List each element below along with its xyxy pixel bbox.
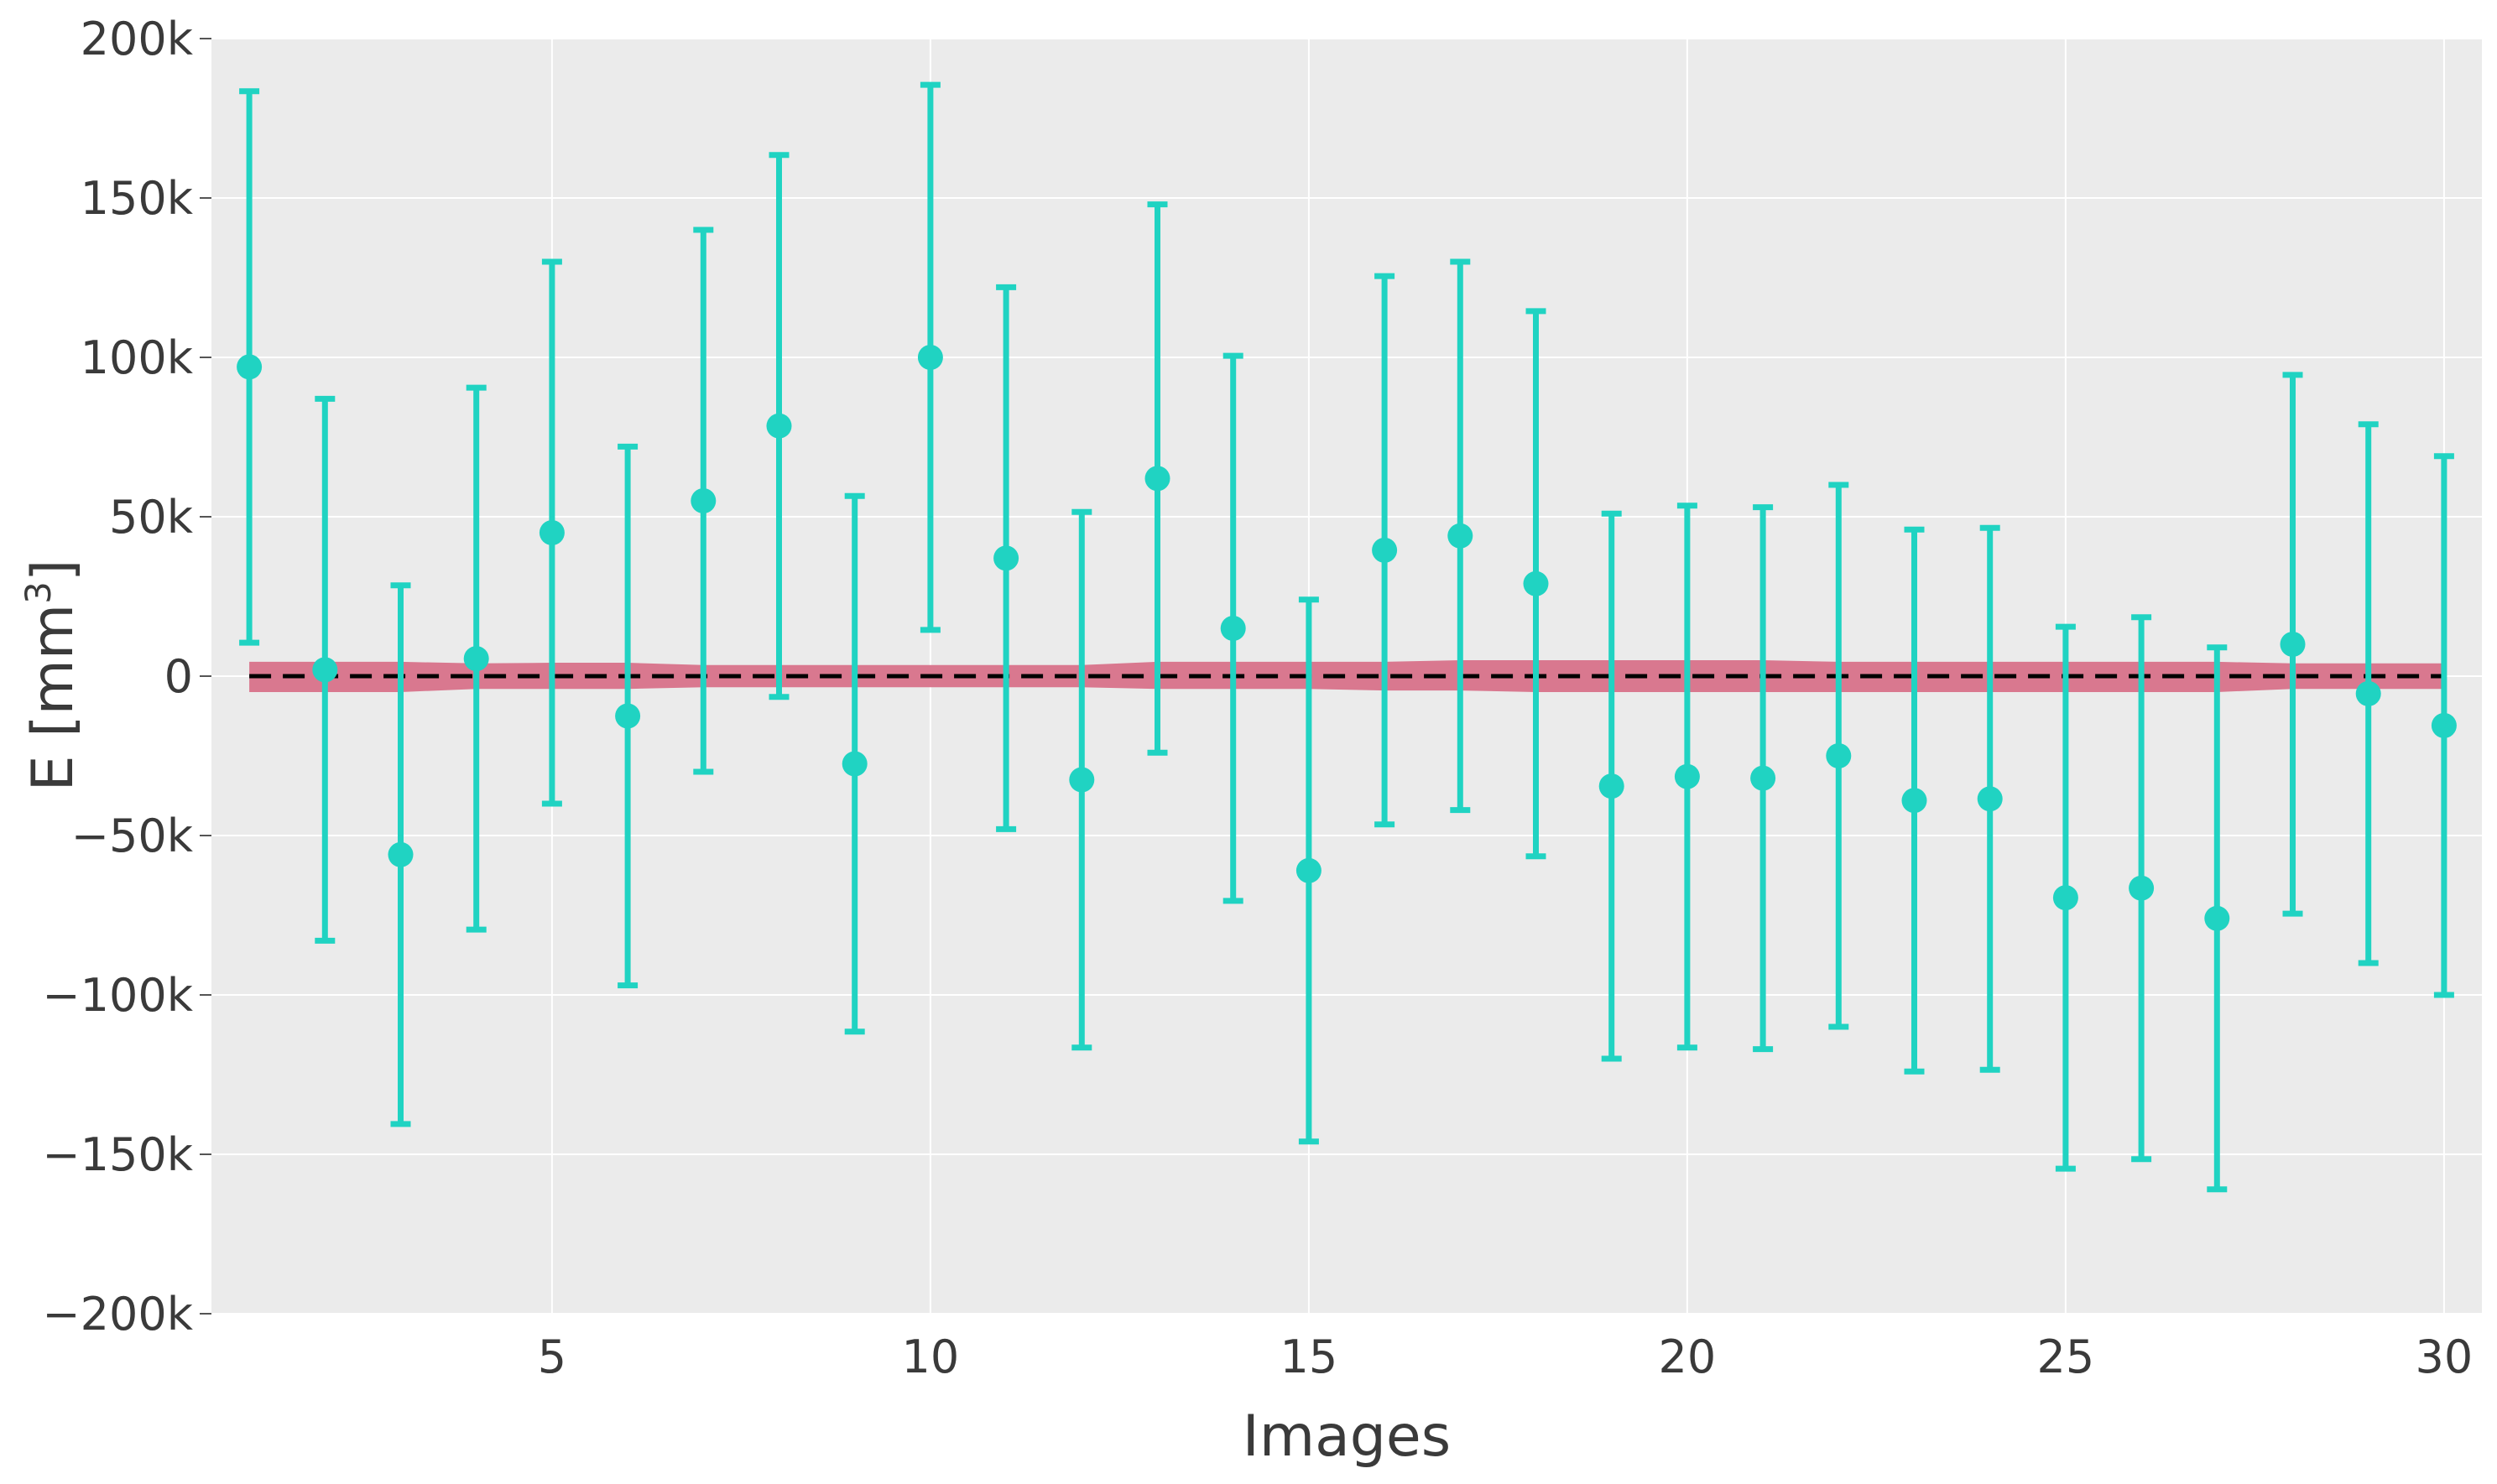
data-point <box>312 657 338 683</box>
data-point <box>1674 763 1700 789</box>
y-tick-label: 50k <box>109 491 194 544</box>
data-point <box>2355 680 2381 706</box>
data-point <box>2280 632 2306 657</box>
y-axis-title-end: ] <box>20 560 86 582</box>
x-tick-label: 30 <box>2416 1330 2474 1383</box>
x-tick-label: 20 <box>1659 1330 1717 1383</box>
y-tick-label: −150k <box>42 1128 193 1181</box>
y-axis-title: E [mm3] <box>18 560 86 792</box>
data-point <box>237 354 263 380</box>
data-point <box>615 703 641 729</box>
y-tick-label: 150k <box>81 172 194 225</box>
y-tick-label: −50k <box>71 810 194 862</box>
data-point <box>993 545 1019 571</box>
y-axis-title-main: E [mm <box>20 604 86 792</box>
x-tick-label: 5 <box>538 1330 566 1383</box>
data-point <box>1295 857 1321 883</box>
data-point <box>1372 537 1398 563</box>
data-point <box>2052 885 2078 911</box>
data-point <box>1144 466 1170 492</box>
y-tick-label: −100k <box>42 969 193 1022</box>
data-point <box>766 413 792 439</box>
data-point <box>1750 765 1776 791</box>
y-tick-label: −200k <box>42 1288 193 1341</box>
data-points <box>237 345 2457 931</box>
y-tick-label: 0 <box>164 650 193 703</box>
data-point <box>1220 616 1246 641</box>
y-axis-ticks: −200k −150k −100k −50k 0 50k 100k 150k 200k <box>42 13 211 1341</box>
band-area <box>249 660 2444 692</box>
data-point <box>842 751 868 777</box>
data-point <box>388 841 414 867</box>
data-point <box>1069 767 1095 793</box>
data-point <box>1447 523 1473 549</box>
data-point <box>1523 570 1549 596</box>
x-tick-label: 10 <box>902 1330 960 1383</box>
y-tick-label: 100k <box>81 331 194 384</box>
data-point <box>1598 773 1624 799</box>
data-point <box>463 646 489 672</box>
data-point <box>539 520 565 545</box>
data-point <box>2431 712 2457 738</box>
data-point <box>1901 788 1927 814</box>
data-point <box>2129 875 2155 901</box>
data-point <box>691 488 717 513</box>
y-tick-label: 200k <box>81 13 194 65</box>
data-point <box>1826 743 1852 768</box>
uncertainty-band <box>249 660 2444 692</box>
x-axis-title: Images <box>1243 1403 1451 1470</box>
data-point <box>1977 786 2003 812</box>
data-point <box>2204 905 2230 931</box>
x-axis-ticks: 5 10 15 20 25 30 <box>538 1330 2474 1383</box>
data-point <box>917 345 943 370</box>
y-axis-title-sup: 3 <box>18 581 59 604</box>
x-tick-label: 25 <box>2037 1330 2095 1383</box>
x-tick-label: 15 <box>1280 1330 1338 1383</box>
